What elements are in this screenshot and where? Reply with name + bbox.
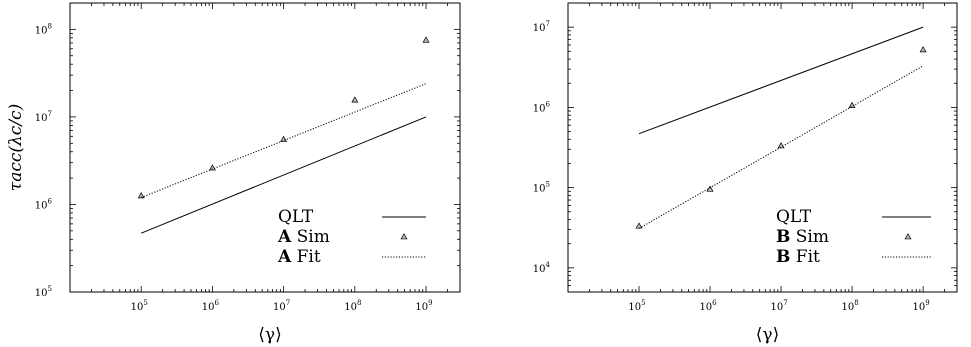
x-tick-exponent: 6 [712, 299, 717, 307]
y-tick-label: 105 [533, 181, 550, 195]
x-tick-label: 106 [699, 299, 717, 313]
legend-marker [400, 233, 408, 240]
legend-label-bold: B [776, 227, 790, 247]
y-tick-exponent: 6 [546, 100, 551, 108]
x-tick-exponent: 8 [357, 299, 361, 307]
y-tick-exponent: 7 [48, 110, 52, 118]
x-tick-exponent: 8 [854, 299, 858, 307]
x-tick-label: 108 [841, 299, 858, 313]
data-point [280, 135, 288, 142]
y-tick-label: 108 [35, 22, 52, 36]
legend-label: A Fit [277, 247, 321, 267]
legend-label: QLT [776, 207, 812, 227]
qlt-line [141, 116, 427, 234]
x-tick-exponent: 7 [286, 299, 290, 307]
x-tick-label: 105 [131, 299, 148, 313]
x-tick-exponent: 7 [783, 299, 787, 307]
legend-label: B Fit [776, 247, 820, 267]
y-tick-exponent: 6 [48, 197, 53, 205]
y-axis-label: τacc(λc/c) [6, 104, 26, 191]
x-axis-label: ⟨γ⟩ [756, 325, 779, 345]
y-tick-exponent: 8 [48, 22, 52, 30]
x-tick-exponent: 9 [925, 299, 929, 307]
y-tick-label: 107 [533, 20, 550, 34]
x-tick-label: 109 [415, 299, 432, 313]
data-point [706, 185, 714, 192]
legend-label-bold: A [277, 227, 292, 247]
y-tick-exponent: 5 [48, 285, 52, 293]
x-tick-label: 106 [202, 299, 220, 313]
x-tick-label: 107 [273, 299, 290, 313]
x-tick-exponent: 6 [215, 299, 220, 307]
legend-label-bold: B [776, 247, 790, 267]
y-tick-label: 106 [35, 197, 53, 211]
legend-label-text: Fit [291, 247, 321, 267]
y-tick-exponent: 5 [546, 181, 550, 189]
y-tick-label: 104 [533, 261, 551, 275]
data-point [777, 142, 785, 149]
data-point [848, 101, 856, 108]
legend-label-bold: A [277, 247, 292, 267]
data-point [208, 164, 216, 171]
legend-label: B Sim [776, 227, 829, 247]
legend-label: A Sim [277, 227, 330, 247]
x-tick-label: 105 [628, 299, 645, 313]
legend-label-text: Sim [291, 227, 330, 247]
legend-label-text: QLT [776, 207, 812, 227]
y-tick-exponent: 7 [546, 20, 550, 28]
legend-label-text: Fit [790, 247, 820, 267]
data-point [351, 96, 359, 103]
legend-marker [904, 233, 912, 240]
plot-frame [567, 2, 958, 293]
data-point [635, 222, 643, 229]
x-tick-label: 109 [913, 299, 930, 313]
y-tick-label: 105 [35, 285, 52, 299]
x-tick-exponent: 5 [641, 299, 645, 307]
legend-label-text: QLT [278, 207, 314, 227]
legend-label: QLT [278, 207, 314, 227]
y-tick-label: 107 [35, 110, 52, 124]
x-tick-exponent: 9 [428, 299, 432, 307]
data-point [137, 192, 145, 199]
fit-line [141, 83, 427, 198]
x-tick-exponent: 5 [143, 299, 147, 307]
y-tick-label: 106 [533, 100, 551, 114]
x-tick-label: 107 [770, 299, 787, 313]
data-point [919, 46, 927, 53]
qlt-line [638, 26, 924, 135]
x-tick-label: 108 [344, 299, 361, 313]
chart-panel-1: 105 106 107 108 109 105 106 107 108 ⟨γ⟩ τacc(λc/c)… [6, 2, 461, 345]
data-point [422, 36, 430, 43]
y-tick-exponent: 4 [546, 261, 551, 269]
legend-label-text: Sim [790, 227, 829, 247]
x-axis-label: ⟨γ⟩ [258, 325, 281, 345]
plot-frame [69, 2, 461, 293]
fit-line [638, 65, 924, 229]
